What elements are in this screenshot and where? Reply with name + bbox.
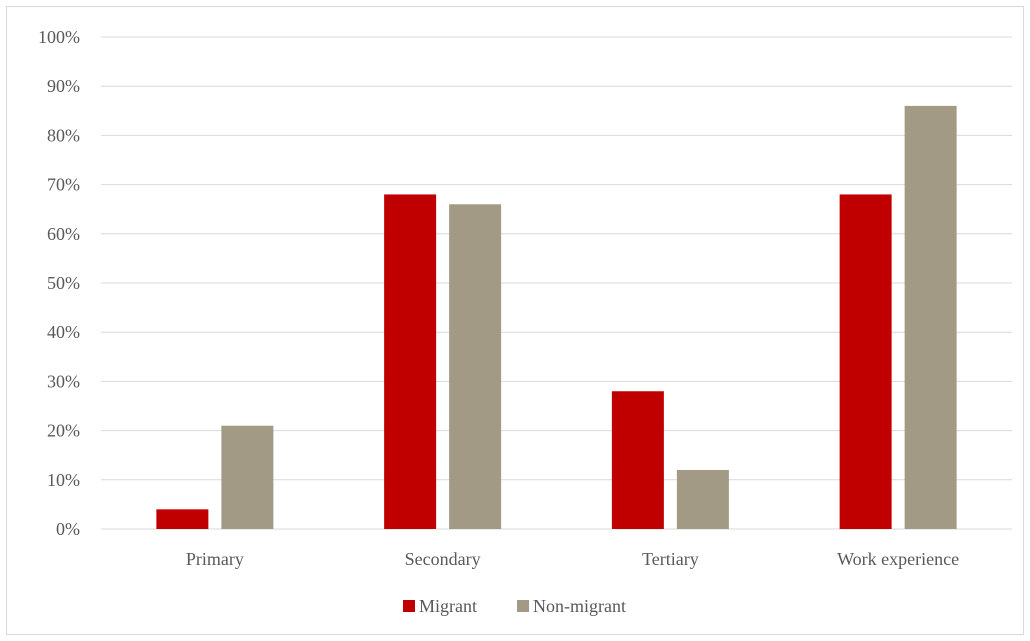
bars (156, 105, 957, 529)
y-tick-label: 90% (47, 76, 80, 96)
legend-label: Migrant (419, 596, 477, 616)
bar-non-migrant-secondary (449, 204, 502, 529)
y-tick-label: 50% (47, 273, 80, 293)
y-axis-tick-labels: 0% 10% 20% 30% 40% 50% 60% 70% 80% 90% 100% (38, 27, 80, 539)
y-tick-label: 80% (47, 125, 80, 145)
y-tick-label: 10% (47, 470, 80, 490)
y-tick-label: 0% (56, 519, 80, 539)
bar-migrant-primary (156, 509, 209, 529)
x-category-label: Secondary (405, 549, 481, 569)
bar-migrant-work-experience (839, 194, 892, 529)
y-tick-label: 100% (38, 27, 80, 47)
bar-non-migrant-tertiary (676, 469, 729, 529)
legend-label: Non-migrant (533, 596, 626, 616)
y-tick-label: 40% (47, 322, 80, 342)
bar-migrant-tertiary (611, 391, 664, 529)
legend-swatch-non-migrant (517, 600, 529, 612)
legend: Migrant Non-migrant (403, 596, 626, 616)
x-category-label: Primary (186, 549, 244, 569)
y-tick-label: 70% (47, 175, 80, 195)
y-tick-label: 60% (47, 224, 80, 244)
y-tick-label: 30% (47, 371, 80, 391)
legend-swatch-migrant (403, 600, 415, 612)
x-category-label: Work experience (837, 549, 959, 569)
x-axis-category-labels: Primary Secondary Tertiary Work experience (186, 549, 959, 569)
y-tick-label: 20% (47, 421, 80, 441)
bar-migrant-secondary (384, 194, 437, 529)
bar-non-migrant-primary (221, 425, 274, 529)
bar-non-migrant-work-experience (904, 105, 957, 529)
x-category-label: Tertiary (642, 549, 699, 569)
